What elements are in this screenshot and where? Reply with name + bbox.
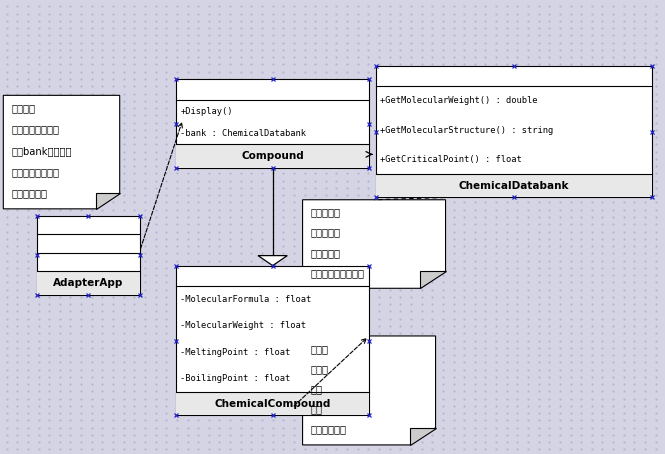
Text: +GetMolecularStructure() : string: +GetMolecularStructure() : string bbox=[380, 126, 553, 134]
Polygon shape bbox=[258, 256, 287, 266]
Polygon shape bbox=[3, 95, 120, 209]
Text: ChemicalDatabank: ChemicalDatabank bbox=[458, 181, 569, 191]
Bar bbox=[376, 66, 652, 197]
Polygon shape bbox=[420, 271, 446, 288]
Bar bbox=[376, 174, 652, 197]
Text: 属性bank，就是通: 属性bank，就是通 bbox=[11, 146, 72, 156]
Text: -MolecularFormula : float: -MolecularFormula : float bbox=[180, 295, 311, 304]
Text: 得数据。: 得数据。 bbox=[11, 104, 35, 114]
Text: 化合物派生类: 化合物派生类 bbox=[11, 188, 47, 198]
Text: +GetMolecularWeight() : double: +GetMolecularWeight() : double bbox=[380, 96, 537, 105]
Bar bbox=[176, 266, 369, 415]
Text: ChemicalCompound: ChemicalCompound bbox=[215, 399, 331, 409]
Text: 燕点: 燕点 bbox=[311, 384, 323, 394]
Text: 分子量: 分子量 bbox=[311, 364, 329, 374]
Text: 永点: 永点 bbox=[311, 404, 323, 414]
Text: +GetCriticalPoint() : float: +GetCriticalPoint() : float bbox=[380, 155, 521, 164]
Text: -BoilingPoint : float: -BoilingPoint : float bbox=[180, 374, 291, 383]
Text: 取得分子量: 取得分子量 bbox=[311, 207, 340, 217]
Bar bbox=[37, 216, 140, 295]
Text: 取得临界点: 取得临界点 bbox=[311, 248, 340, 258]
Bar bbox=[176, 79, 369, 168]
Bar bbox=[37, 271, 140, 295]
Text: 分子式: 分子式 bbox=[311, 344, 329, 354]
Text: Compound: Compound bbox=[241, 151, 304, 161]
Text: 取得分子式: 取得分子式 bbox=[311, 227, 340, 237]
Text: -MeltingPoint : float: -MeltingPoint : float bbox=[180, 348, 291, 357]
Text: 过它的三个方法取: 过它的三个方法取 bbox=[11, 125, 59, 135]
Text: +Display(): +Display() bbox=[180, 107, 233, 115]
Bar bbox=[176, 392, 369, 415]
Polygon shape bbox=[303, 336, 436, 445]
Text: -bank : ChemicalDatabank: -bank : ChemicalDatabank bbox=[180, 129, 306, 138]
Text: 化合物的属性: 化合物的属性 bbox=[311, 424, 346, 434]
Polygon shape bbox=[96, 193, 120, 209]
Text: AdapterApp: AdapterApp bbox=[53, 278, 123, 288]
Text: 包括一个数据库的: 包括一个数据库的 bbox=[11, 167, 59, 177]
Polygon shape bbox=[303, 200, 446, 288]
Text: 数据库包括三种方法: 数据库包括三种方法 bbox=[311, 268, 364, 278]
Polygon shape bbox=[410, 428, 436, 445]
Text: -MolecularWeight : float: -MolecularWeight : float bbox=[180, 321, 306, 330]
Bar bbox=[176, 144, 369, 168]
